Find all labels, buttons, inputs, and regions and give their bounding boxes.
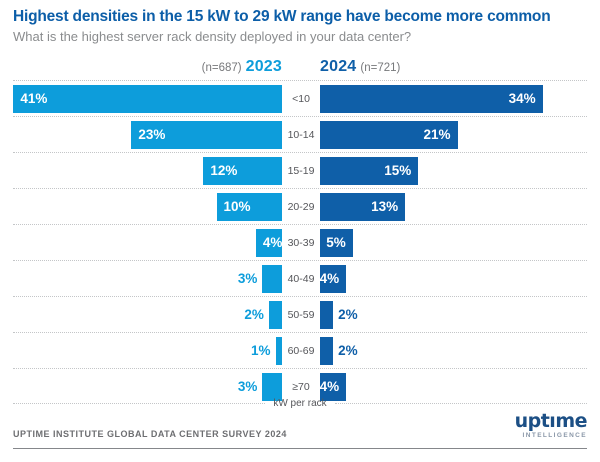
bar-2023: 23% xyxy=(131,120,282,149)
chart-row: 12% 15-19 15% xyxy=(13,153,587,189)
bar-2024: 34% xyxy=(320,84,543,113)
bar-area-2023: 4% xyxy=(13,228,282,257)
legend-2023: (n=687) 2023 xyxy=(13,58,282,76)
bar-value-label-2023: 3% xyxy=(237,379,258,394)
bar-area-2024: 2% xyxy=(320,336,587,365)
center-axis-label: kW per rack xyxy=(273,397,327,409)
series-legend: (n=687) 2023 2024 (n=721) xyxy=(13,58,587,76)
bar-2023 xyxy=(275,336,282,365)
bar-2023: 4% xyxy=(255,228,282,257)
bar-value-label-2023: 2% xyxy=(244,307,264,322)
bar-area-2024: 4% xyxy=(320,264,587,293)
legend-2023-label: 2023 xyxy=(245,58,282,75)
category-label: ≥70 xyxy=(292,380,310,393)
chart-row: 3% 40-49 4% xyxy=(13,261,587,297)
chart-row: 3% ≥70 4% xyxy=(13,369,587,404)
sample-size-2023: (n=687) xyxy=(201,62,242,74)
bar-value-label-2024: 2% xyxy=(338,307,358,322)
category-label: 20-29 xyxy=(287,200,315,213)
bar-area-2023: 3% xyxy=(13,264,282,293)
dotted-rule-left xyxy=(13,402,266,404)
bar-area-2024: 34% xyxy=(320,84,587,113)
legend-2024: 2024 (n=721) xyxy=(320,58,587,76)
bar-area-2023: 1% xyxy=(13,336,282,365)
bottom-divider xyxy=(13,448,587,449)
uptime-intelligence-logo: uptıme INTELLIGENCE xyxy=(514,410,588,440)
bar-2023 xyxy=(268,300,282,329)
bar-2024 xyxy=(320,300,334,329)
category-label: 60-69 xyxy=(287,344,315,357)
category-label: 50-59 xyxy=(287,308,315,321)
bar-area-2023: 12% xyxy=(13,156,282,185)
chart-title: Highest densities in the 15 kW to 29 kW … xyxy=(13,8,551,25)
bar-area-2023: 2% xyxy=(13,300,282,329)
center-axis-label-row: kW per rack xyxy=(13,396,587,410)
bar-area-2023: 41% xyxy=(13,84,282,113)
chart-rows: 41% <10 34% 23% 10-14 21% 12% 15-19 15% 10% 20-29 1… xyxy=(13,80,587,404)
category-label: 30-39 xyxy=(287,236,315,249)
bar-area-2023: 23% xyxy=(13,120,282,149)
bar-2023 xyxy=(262,264,282,293)
bar-2023 xyxy=(262,372,282,401)
bar-area-2024: 21% xyxy=(320,120,587,149)
bar-area-2024: 2% xyxy=(320,300,587,329)
bar-area-2024: 4% xyxy=(320,372,587,401)
bar-value-label-2023: 3% xyxy=(237,271,258,286)
bar-2024: 5% xyxy=(320,228,353,257)
bar-area-2023: 3% xyxy=(13,372,282,401)
bar-value-label-2023: 1% xyxy=(250,343,271,358)
bar-2023: 10% xyxy=(216,192,282,221)
legend-2024-label: 2024 xyxy=(320,58,357,75)
bar-area-2024: 13% xyxy=(320,192,587,221)
bar-2024: 4% xyxy=(320,264,347,293)
bar-area-2023: 10% xyxy=(13,192,282,221)
sample-size-2024: (n=721) xyxy=(360,62,401,74)
chart-row: 2% 50-59 2% xyxy=(13,297,587,333)
bar-value-label-2024: 2% xyxy=(338,343,358,358)
category-label: 15-19 xyxy=(287,164,315,177)
category-label: 40-49 xyxy=(287,272,315,285)
logo-subtext: INTELLIGENCE xyxy=(522,432,587,439)
category-label: <10 xyxy=(292,92,310,105)
bar-2024: 4% xyxy=(320,372,347,401)
dotted-rule-right xyxy=(334,402,587,404)
chart-subtitle: What is the highest server rack density … xyxy=(13,29,412,44)
chart-row: 10% 20-29 13% xyxy=(13,189,587,225)
bar-area-2024: 15% xyxy=(320,156,587,185)
logo-wordmark: uptıme xyxy=(514,410,588,432)
bar-2024 xyxy=(320,336,334,365)
bar-area-2024: 5% xyxy=(320,228,587,257)
chart-row: 23% 10-14 21% xyxy=(13,117,587,153)
bar-2023: 41% xyxy=(13,84,282,113)
source-attribution: UPTIME INSTITUTE GLOBAL DATA CENTER SURV… xyxy=(13,429,287,439)
bar-2024: 15% xyxy=(320,156,419,185)
chart-row: 1% 60-69 2% xyxy=(13,333,587,369)
chart-row: 4% 30-39 5% xyxy=(13,225,587,261)
category-label: 10-14 xyxy=(287,128,315,141)
bar-2023: 12% xyxy=(203,156,282,185)
bar-2024: 21% xyxy=(320,120,458,149)
bar-2024: 13% xyxy=(320,192,406,221)
chart-row: 41% <10 34% xyxy=(13,81,587,117)
